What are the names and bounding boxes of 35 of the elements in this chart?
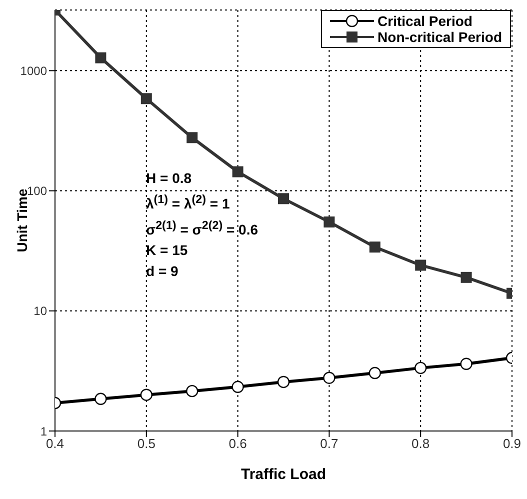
- y-tick-label: 1: [40, 424, 48, 438]
- point: [232, 380, 244, 393]
- point: [324, 216, 335, 228]
- x-tick-label: 0.6: [228, 436, 247, 452]
- annotation: H = 0.8: [146, 169, 193, 188]
- point: [95, 52, 106, 64]
- legend-label: Critical Period: [378, 13, 472, 29]
- y-tick-label: 1000: [20, 64, 48, 78]
- x-tick-label: 0.5: [137, 436, 156, 452]
- point: [277, 376, 290, 388]
- x-tick-label: 0.4: [46, 436, 64, 452]
- point: [232, 166, 244, 178]
- point: [460, 272, 472, 283]
- point: [186, 132, 198, 144]
- point: [460, 358, 472, 370]
- x-axis-title: Traffic Load: [240, 466, 326, 483]
- point: [415, 260, 426, 271]
- point: [94, 392, 107, 406]
- annotation: K = 15: [146, 241, 189, 260]
- point: [323, 372, 336, 384]
- point: [140, 93, 152, 104]
- annotation: λ$^{(1)}$ = λ$^{(2)}$ = 1: [146, 192, 231, 214]
- point: [140, 388, 152, 401]
- point: [414, 362, 427, 374]
- point: [278, 193, 289, 204]
- x-tick-label: 0.9: [502, 436, 522, 452]
- point: [369, 242, 380, 253]
- x-tick-label: 0.7: [320, 436, 338, 452]
- point: [368, 366, 381, 380]
- y-tick-label: 10: [34, 304, 48, 318]
- x-tick-label: 0.8: [412, 436, 430, 452]
- annotation: d = 9: [146, 262, 180, 282]
- annotation: σ$^{2(1)}$ = σ$^{2(2)}$ = 0.6: [146, 218, 258, 240]
- legend-label: Non-critical Period: [378, 29, 502, 45]
- point: [186, 384, 198, 398]
